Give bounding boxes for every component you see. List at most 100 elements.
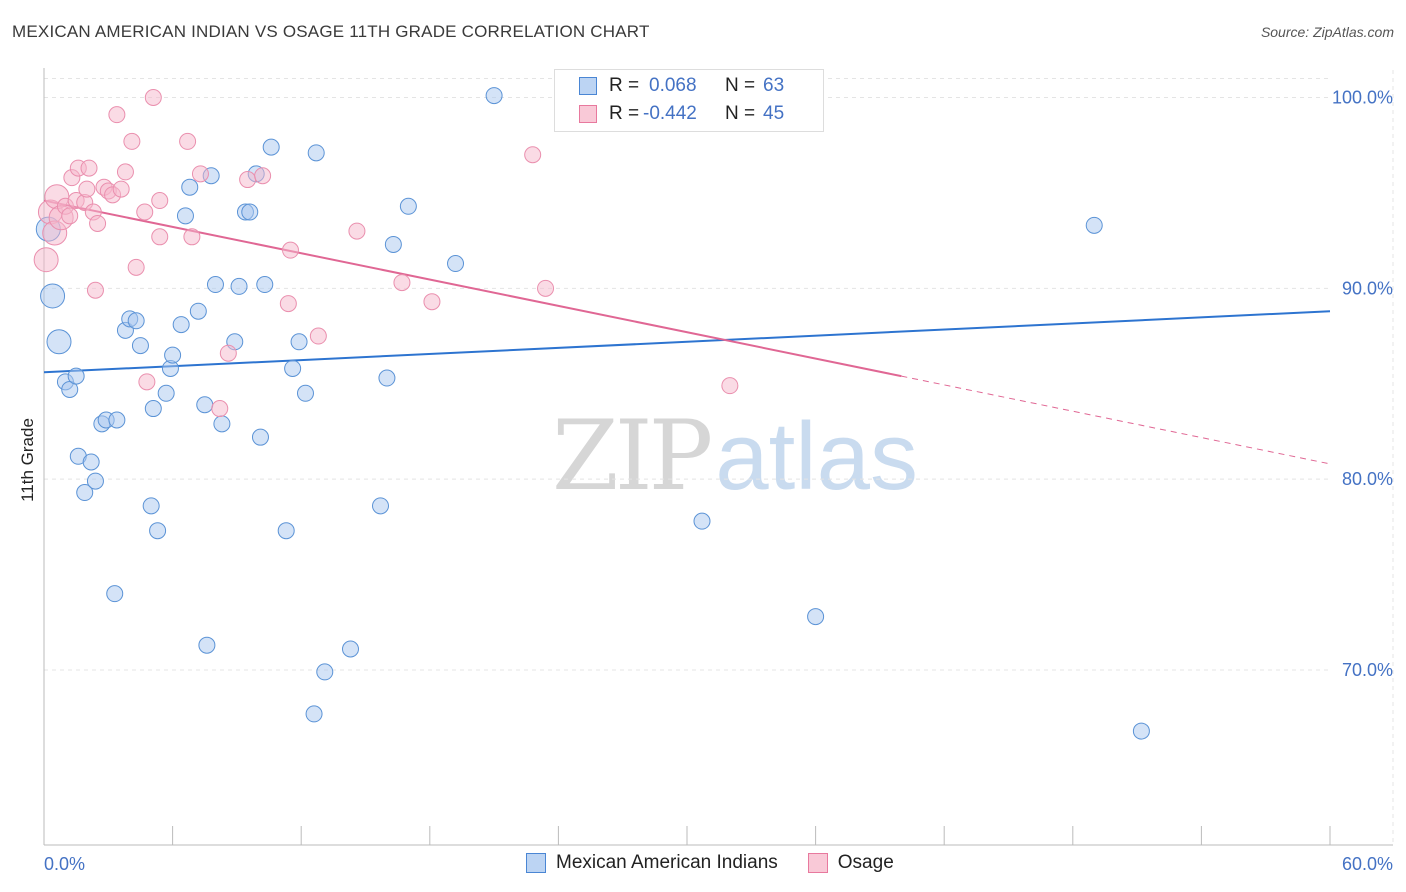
data-point-mexican-american-indians (1132, 722, 1150, 740)
y-tick-label: 70.0% (1342, 660, 1393, 680)
data-point-mexican-american-indians (181, 178, 199, 196)
stats-legend: R = 0.068 N = 63 R = -0.442 N = 45 (554, 69, 824, 132)
data-point-osage (423, 293, 441, 311)
watermark: ZIPatlas (552, 400, 918, 512)
data-point-mexican-american-indians (341, 640, 359, 658)
data-point-mexican-american-indians (372, 497, 390, 515)
watermark-atlas: atlas (715, 403, 918, 510)
data-point-mexican-american-indians (131, 337, 149, 355)
data-point-mexican-american-indians (307, 144, 325, 162)
data-point-mexican-american-indians (144, 400, 162, 418)
data-point-mexican-american-indians (1085, 216, 1103, 234)
series-swatch-pink (807, 853, 828, 873)
x-tick-label-max: 60.0% (1342, 854, 1393, 874)
data-point-mexican-american-indians (82, 453, 100, 471)
data-point-osage (89, 214, 107, 232)
tick-labels: 70.0% 80.0% 90.0% 100.0% 0.0% 60.0% (44, 88, 1393, 875)
data-point-osage (33, 247, 59, 273)
legend-n-label: N = (725, 75, 756, 96)
source-credit: Source: ZipAtlas.com (1260, 24, 1394, 40)
data-point-mexican-american-indians (196, 396, 214, 414)
legend-row-osage: R = -0.442 N = 45 (579, 101, 784, 127)
data-points (33, 85, 1150, 740)
legend-n-label: N = (725, 103, 756, 124)
data-point-mexican-american-indians (399, 197, 417, 215)
data-point-mexican-american-indians (40, 283, 66, 309)
legend-r-label: R = (609, 103, 640, 124)
data-point-mexican-american-indians (241, 203, 259, 221)
y-tick-label: 90.0% (1342, 278, 1393, 298)
data-point-mexican-american-indians (447, 255, 465, 273)
data-point-osage (179, 132, 197, 150)
trend-line-osage (43, 199, 902, 378)
data-point-mexican-american-indians (305, 705, 323, 723)
data-point-osage (136, 203, 154, 221)
legend-r-label: R = (609, 75, 640, 96)
trend-line-mexican-american-indians (43, 310, 1331, 374)
legend-n-value: 63 (763, 75, 785, 96)
data-point-mexican-american-indians (206, 276, 224, 294)
legend-swatch-blue (579, 77, 597, 95)
data-point-mexican-american-indians (142, 497, 160, 515)
data-point-mexican-american-indians (67, 367, 85, 385)
data-point-osage (61, 207, 79, 225)
data-point-mexican-american-indians (198, 636, 216, 654)
data-point-osage (211, 400, 229, 418)
data-point-mexican-american-indians (378, 369, 396, 387)
series-legend-item-osage: Osage (807, 852, 894, 874)
data-point-osage (721, 377, 739, 395)
data-point-mexican-american-indians (127, 312, 145, 330)
legend-r-value: -0.442 (643, 103, 697, 124)
legend-row-mexican-american-indians: R = 0.068 N = 63 (579, 73, 784, 99)
x-tick-label-min: 0.0% (44, 854, 85, 874)
watermark-zip: ZIP (552, 400, 713, 512)
axes (43, 68, 1393, 846)
data-point-osage (116, 163, 134, 181)
data-point-osage (80, 159, 98, 177)
data-point-mexican-american-indians (256, 276, 274, 294)
data-point-mexican-american-indians (296, 384, 314, 402)
data-point-mexican-american-indians (262, 138, 280, 156)
data-point-mexican-american-indians (384, 235, 402, 253)
data-point-osage (191, 165, 209, 183)
data-point-osage (309, 327, 327, 345)
series-legend-label: Osage (837, 852, 894, 873)
data-point-mexican-american-indians (172, 316, 190, 334)
data-point-mexican-american-indians (164, 346, 182, 364)
data-point-osage (239, 171, 257, 189)
series-legend: Mexican American Indians Osage (526, 852, 924, 874)
data-point-osage (123, 132, 141, 150)
data-point-mexican-american-indians (76, 484, 94, 502)
chart-title: MEXICAN AMERICAN INDIAN VS OSAGE 11TH GR… (12, 22, 650, 41)
data-point-osage (78, 180, 96, 198)
series-legend-label: Mexican American Indians (556, 852, 778, 873)
series-legend-item-mexican-american-indians: Mexican American Indians (526, 852, 778, 874)
y-tick-label: 80.0% (1342, 469, 1393, 489)
trend-lines (43, 199, 1331, 465)
trend-line-osage-extension (901, 375, 1331, 465)
data-point-mexican-american-indians (277, 522, 295, 540)
data-point-osage (151, 192, 169, 210)
data-point-osage (348, 222, 366, 240)
data-point-mexican-american-indians (176, 207, 194, 225)
data-point-osage (112, 180, 130, 198)
data-point-mexican-american-indians (230, 277, 248, 295)
data-point-osage (537, 279, 555, 297)
legend-n-value: 45 (763, 103, 785, 124)
data-point-osage (86, 281, 104, 299)
data-point-mexican-american-indians (189, 302, 207, 320)
data-point-osage (393, 274, 411, 292)
data-point-mexican-american-indians (316, 663, 334, 681)
data-point-mexican-american-indians (106, 585, 124, 603)
y-tick-label: 100.0% (1332, 88, 1393, 108)
data-point-mexican-american-indians (46, 329, 72, 355)
data-point-osage (281, 241, 299, 259)
data-point-osage (138, 373, 156, 391)
data-point-mexican-american-indians (86, 472, 104, 490)
legend-swatch-pink (579, 105, 597, 123)
data-point-osage (151, 228, 169, 246)
data-point-mexican-american-indians (251, 428, 269, 446)
data-point-mexican-american-indians (485, 87, 503, 105)
data-point-osage (183, 228, 201, 246)
